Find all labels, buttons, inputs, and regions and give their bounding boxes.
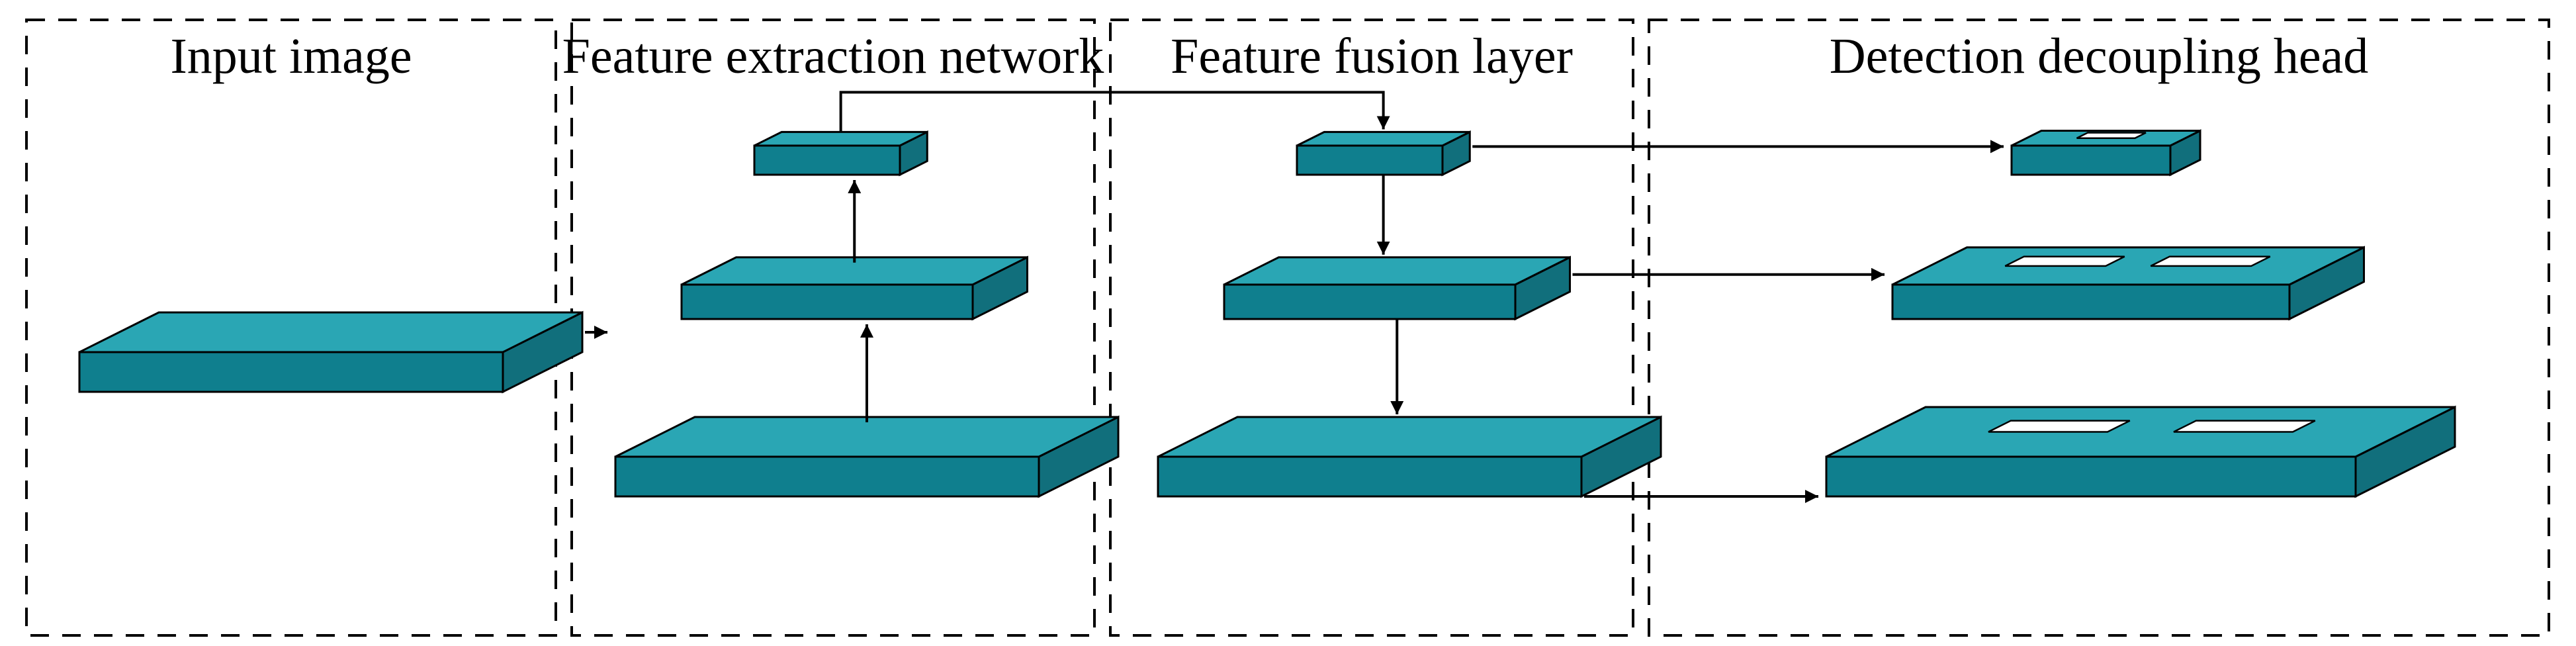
patch [2005,257,2125,266]
panel-title-head: Detection decoupling head [1830,28,2369,84]
patch [2174,421,2315,432]
patch [2077,133,2147,138]
panel-fusion [1110,20,1633,635]
panel-title-feat_ext: Feature extraction network [562,28,1104,84]
patch [1988,421,2130,432]
cube-fe_bot [615,417,1118,496]
panel-title-fusion: Feature fusion layer [1171,28,1573,84]
arrow [841,92,1384,132]
panel-feat_ext [572,20,1094,635]
cube-in_main [79,312,582,392]
patch [2151,257,2270,266]
cube-hd_bot [1826,407,2455,496]
cube-hd_top [2012,131,2200,175]
cube-fu_mid [1224,257,1570,319]
cube-fe_top [754,132,927,175]
cube-fu_top [1297,132,1470,175]
cube-hd_mid [1892,248,2364,319]
cube-fu_bot [1158,417,1661,496]
panel-head [1649,20,2549,635]
panel-title-input: Input image [170,28,412,84]
cube-fe_mid [682,257,1028,319]
